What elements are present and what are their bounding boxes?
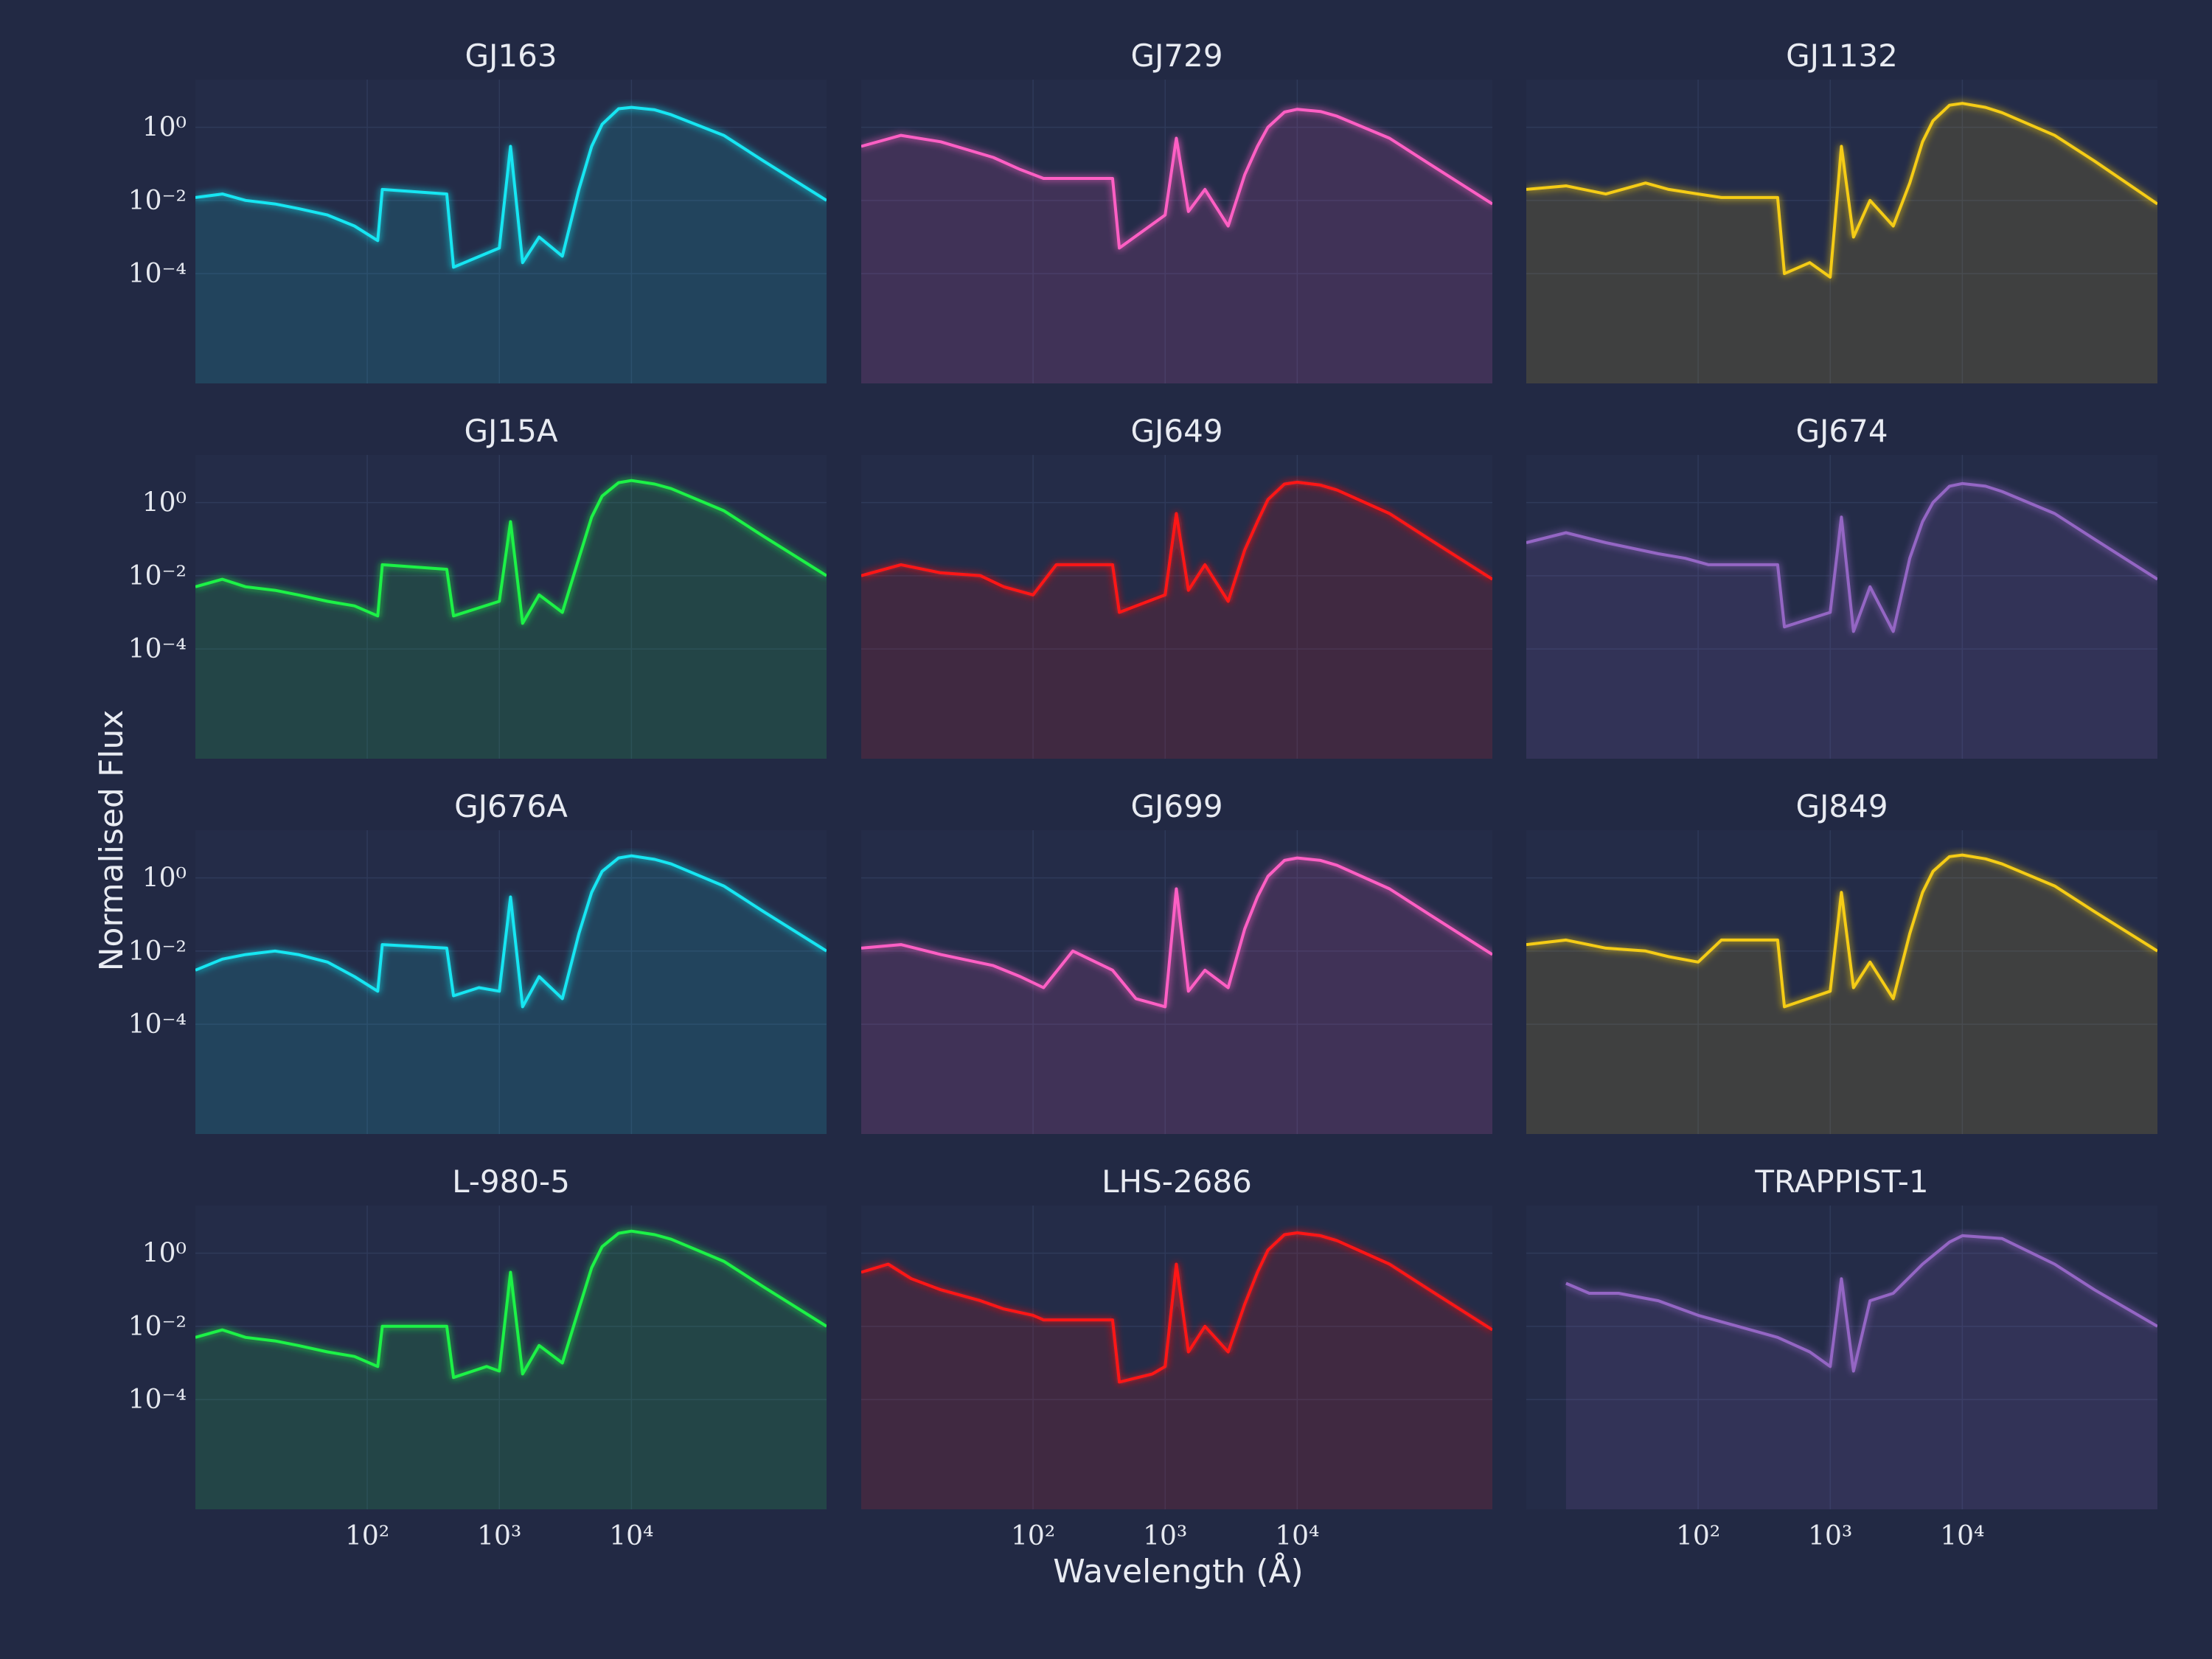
panel-background [1526,830,2157,1134]
panel-gj163: GJ163 10⁰ 10⁻² 10⁻⁴ [128,38,827,383]
panel-background [195,80,827,383]
y-tick-label: 10⁻⁴ [128,259,187,289]
panel-gj649: GJ649 [861,413,1492,759]
y-tick-label: 10⁻⁴ [128,634,187,664]
y-tick-label: 10⁻² [128,186,187,216]
spectrum-fill [195,855,827,1134]
spectrum-line [861,108,1492,250]
y-tick-label: 10⁻² [128,561,187,591]
panel-trappist-1: TRAPPIST-1 10² 10³ 10⁴ [1526,1164,2157,1551]
panel-title: GJ1132 [1786,38,1898,74]
spectrum-line [195,479,827,625]
panel-background [861,1206,1492,1509]
spectrum-fill [861,858,1492,1134]
panel-title: TRAPPIST-1 [1754,1164,1928,1200]
panel-gj699: GJ699 [861,788,1492,1134]
y-tick-label: 10⁰ [142,863,187,894]
spectrum-fill [1526,103,2157,383]
y-tick-label: 10⁻⁴ [128,1385,187,1415]
x-tick-label: 10³ [1143,1521,1187,1551]
spectrum-line [195,105,827,269]
y-axis-label: Normalised Flux [93,710,131,972]
panel-title: GJ729 [1130,38,1222,74]
panel-title: L-980-5 [452,1164,570,1200]
y-tick-label: 10⁻² [128,1312,187,1342]
panel-title: GJ674 [1795,413,1888,449]
panel-background [1526,1206,2157,1509]
x-tick-label: 10² [345,1521,389,1551]
panel-gj15a: GJ15A 10⁰ 10⁻² 10⁻⁴ [128,413,827,759]
panel-background [195,1206,827,1509]
panel-background [1526,455,2157,759]
panel-gj729: GJ729 [861,38,1492,383]
panel-l-980-5: L-980-5 10⁰ 10⁻² 10⁻⁴ 10² 10³ 10⁴ [128,1164,827,1551]
x-tick-label: 10² [1011,1521,1055,1551]
spectrum-line [195,1229,827,1380]
panel-title: GJ849 [1795,788,1888,824]
x-tick-label: 10³ [477,1521,521,1551]
panel-title: GJ676A [454,788,568,824]
panel-title: GJ699 [1130,788,1222,824]
spectrum-fill [861,1233,1492,1509]
x-tick-label: 10⁴ [609,1521,653,1551]
spectrum-fill [1565,1235,2157,1509]
panel-background [861,80,1492,383]
panel-lhs-2686: LHS-2686 10² 10³ 10⁴ [861,1164,1492,1551]
panels-group: GJ163 10⁰ 10⁻² 10⁻⁴ GJ729 GJ1132 GJ15A 10⁰ 10⁻² 1… [128,38,2157,1551]
y-tick-label: 10⁻² [128,936,187,967]
spectrum-line [1526,481,2157,633]
spectrum-line [861,1231,1492,1384]
spectrum-line [861,856,1492,1009]
panel-gj849: GJ849 [1526,788,2157,1134]
spectrum-fill [1526,855,2157,1134]
spectrum-fill [1526,483,2157,759]
spectrum-line [195,854,827,1009]
panel-gj676a: GJ676A 10⁰ 10⁻² 10⁻⁴ [128,788,827,1134]
panel-title: GJ163 [465,38,557,74]
panel-background [195,455,827,759]
spectrum-line [1526,853,2157,1009]
spectrum-fill [195,480,827,759]
panel-title: GJ15A [464,413,557,449]
panel-gj674: GJ674 [1526,413,2157,759]
panel-title: LHS-2686 [1102,1164,1252,1200]
spectrum-fill [861,109,1492,383]
spectrum-fill [195,1231,827,1509]
panel-background [861,830,1492,1134]
panel-gj1132: GJ1132 [1526,38,2157,383]
x-tick-label: 10⁴ [1275,1521,1319,1551]
panel-background [195,830,827,1134]
y-tick-label: 10⁰ [142,113,187,143]
panel-background [861,455,1492,759]
panel-background [1526,80,2157,383]
x-tick-label: 10⁴ [1940,1521,1984,1551]
spectrum-line [1565,1234,2157,1373]
x-tick-label: 10² [1676,1521,1720,1551]
y-tick-label: 10⁰ [142,488,187,518]
x-tick-label: 10³ [1808,1521,1852,1551]
panel-title: GJ649 [1130,413,1222,449]
spectrum-line [861,481,1492,614]
spectrum-fill [861,482,1492,759]
spectrum-fill [195,107,827,383]
y-tick-label: 10⁻⁴ [128,1009,187,1040]
y-tick-label: 10⁰ [142,1239,187,1269]
spectrum-line [1526,102,2157,279]
x-axis-label: Wavelength (Å) [1053,1551,1303,1590]
